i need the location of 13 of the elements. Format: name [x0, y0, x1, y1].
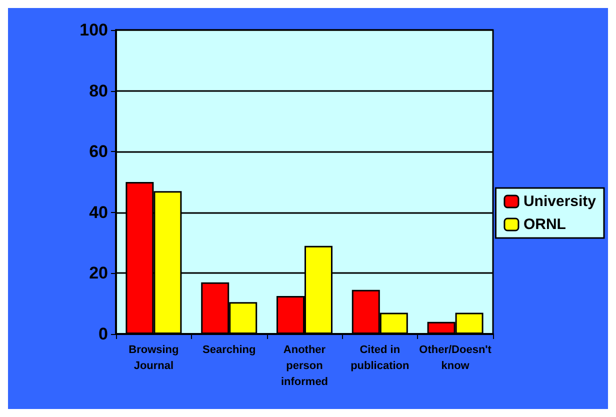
x-tick-label: Cited in publication: [350, 344, 410, 372]
y-tick-label: 60: [89, 142, 108, 162]
y-tick-label: 100: [80, 20, 108, 40]
y-tick-label: 20: [89, 264, 108, 283]
y-tick-label: 0: [98, 324, 108, 344]
x-tick-label: Searching: [202, 344, 256, 356]
legend-label: University: [523, 193, 597, 210]
y-tick-label: 40: [89, 202, 108, 222]
x-tick-label: Another person informed: [280, 344, 328, 388]
x-tick-label: Other/Doesn't know: [419, 344, 492, 372]
y-tick-label: 80: [89, 81, 108, 100]
x-tick-label: Browsing Journal: [128, 344, 179, 372]
legend-label: ORNL: [523, 216, 566, 233]
